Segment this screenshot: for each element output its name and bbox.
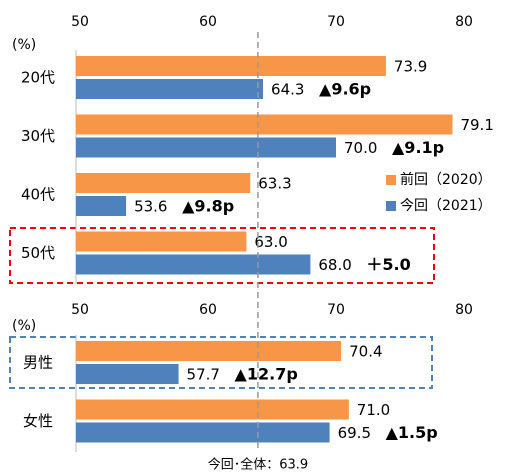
x-tick-label: 70 [327,302,345,318]
bar [76,254,311,275]
bar [76,79,264,99]
bar [76,114,453,135]
unit-label: (%) [12,318,36,334]
category-label: 40代 [21,186,55,204]
legend-swatch [386,175,396,185]
x-tick-label: 50 [71,14,89,30]
value-label: 79.1 [460,116,493,134]
value-label: 70.4 [349,343,382,361]
bar [76,56,386,76]
legend-swatch [386,201,396,211]
legend-label: 今回（2021） [400,198,492,214]
x-tick-label: 80 [455,302,473,318]
highlight-box [9,227,435,284]
value-label: 70.0 [344,139,377,157]
bar [76,341,342,361]
bar [76,173,251,193]
annotation: ▲9.8p [182,197,234,216]
value-label: 73.9 [394,58,427,76]
annotation: ▲9.6p [319,80,371,99]
category-label: 女性 [23,412,53,430]
x-tick-label: 70 [327,14,345,30]
value-label: 68.0 [318,256,351,274]
annotation: ▲1.5p [386,423,438,442]
value-label: 64.3 [271,81,304,99]
value-label: 71.0 [357,401,390,419]
annotation: ▲12.7p [235,365,298,384]
bar [76,231,247,252]
value-label: 57.7 [187,366,220,384]
legend-label: 前回（2020） [400,171,492,188]
value-label: 63.3 [258,175,291,193]
x-tick-label: 80 [455,14,473,30]
x-tick-label: 50 [71,302,89,318]
bar [76,399,349,420]
value-label: 53.6 [134,198,167,216]
category-label: 30代 [21,127,55,145]
bar [76,137,336,158]
value-label: 69.5 [338,424,371,442]
bar [76,422,330,443]
annotation: ＋5.0 [366,255,410,274]
highlight-box [9,336,433,389]
category-label: 20代 [21,69,55,87]
category-label: 50代 [21,244,55,262]
bar [76,364,179,384]
annotation: ▲9.1p [392,138,444,157]
category-label: 男性 [23,354,53,372]
reference-label: 今回･全体：63.9 [208,457,308,473]
x-tick-label: 60 [199,14,217,30]
bar [76,196,127,216]
value-label: 63.0 [254,233,287,251]
unit-label: (%) [12,37,36,53]
x-tick-label: 60 [199,302,217,318]
